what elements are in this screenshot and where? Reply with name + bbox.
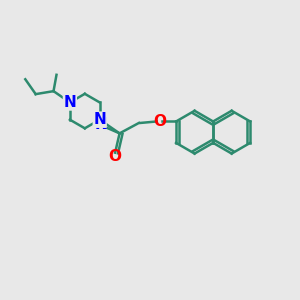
Text: N: N — [64, 95, 76, 110]
Text: N: N — [93, 112, 106, 127]
Text: N: N — [95, 117, 107, 132]
Text: O: O — [109, 149, 122, 164]
Text: O: O — [153, 114, 166, 129]
